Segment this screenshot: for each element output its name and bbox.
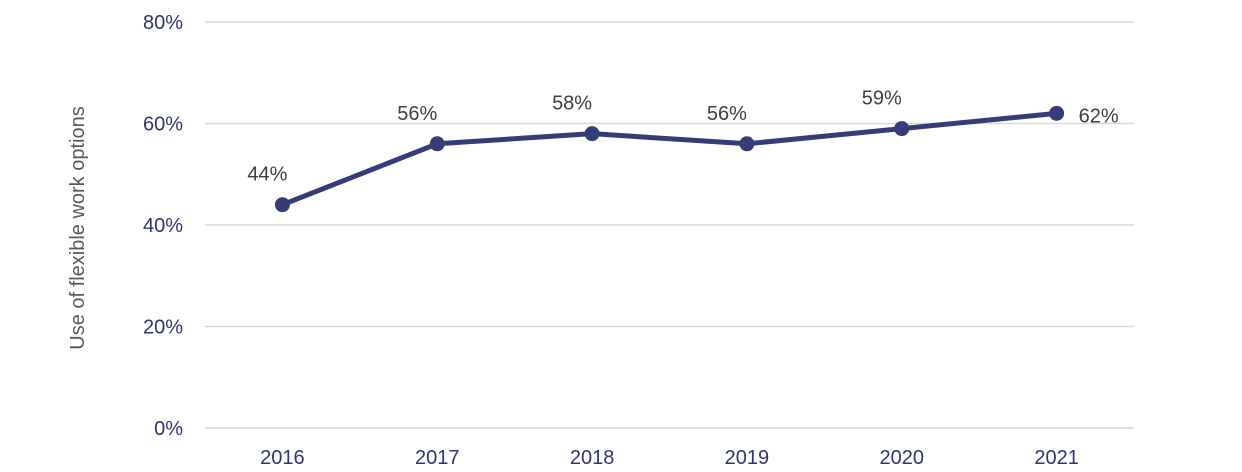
data-point-2016	[274, 197, 290, 213]
y-axis-ticks: 0% 20% 40% 60% 80%	[143, 12, 183, 440]
y-tick-label: 40%	[143, 215, 183, 237]
x-tick-label: 2019	[725, 447, 770, 469]
series-line	[279, 110, 1060, 208]
x-tick-label: 2016	[260, 447, 305, 469]
y-axis-title: Use of flexible work options	[67, 106, 89, 349]
data-point-2018	[584, 126, 600, 142]
data-label-2017: 56%	[397, 103, 437, 125]
data-label-2016: 44%	[247, 164, 287, 186]
series-line-path	[279, 110, 1060, 208]
data-label-2020: 59%	[862, 88, 902, 110]
y-tick-label: 0%	[154, 418, 183, 440]
data-point-2021	[1049, 105, 1065, 121]
data-point-2020	[894, 121, 910, 137]
x-axis-ticks: 2016 2017 2018 2019 2020 2021	[260, 447, 1079, 469]
x-tick-label: 2017	[415, 447, 460, 469]
x-tick-label: 2020	[880, 447, 925, 469]
data-point-2017	[429, 136, 445, 152]
data-label-2018: 58%	[552, 93, 592, 115]
gridlines	[205, 21, 1134, 429]
y-tick-label: 80%	[143, 12, 183, 34]
data-points	[274, 105, 1065, 213]
x-tick-label: 2018	[570, 447, 615, 469]
x-tick-label: 2021	[1034, 447, 1079, 469]
y-tick-label: 60%	[143, 114, 183, 136]
data-label-2019: 56%	[707, 103, 747, 125]
data-label-2021: 62%	[1079, 105, 1119, 127]
data-point-2019	[739, 136, 755, 152]
y-tick-label: 20%	[143, 317, 183, 339]
data-labels: 44% 56% 58% 56% 59% 62%	[247, 88, 1118, 186]
